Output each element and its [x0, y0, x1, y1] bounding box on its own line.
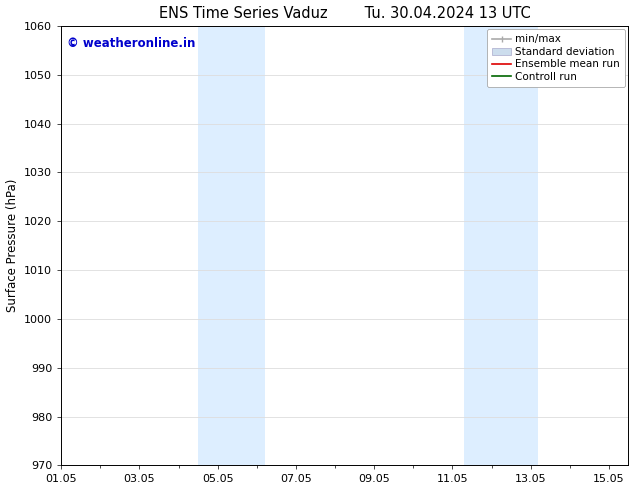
Text: © weatheronline.in: © weatheronline.in	[67, 37, 195, 50]
Title: ENS Time Series Vaduz        Tu. 30.04.2024 13 UTC: ENS Time Series Vaduz Tu. 30.04.2024 13 …	[159, 5, 531, 21]
Bar	[198, 26, 264, 466]
Bar	[464, 26, 538, 466]
Legend: min/max, Standard deviation, Ensemble mean run, Controll run: min/max, Standard deviation, Ensemble me…	[488, 29, 625, 87]
Y-axis label: Surface Pressure (hPa): Surface Pressure (hPa)	[6, 179, 18, 312]
